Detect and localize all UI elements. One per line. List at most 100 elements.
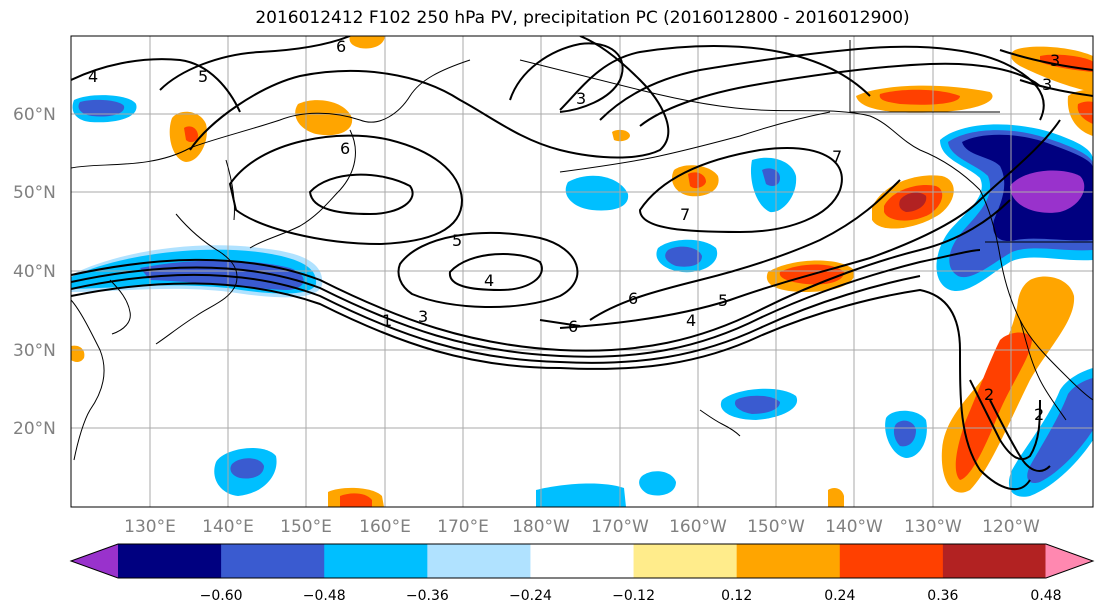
contour-label: 5 xyxy=(452,231,462,250)
coastlines xyxy=(71,40,1093,461)
precip-blob xyxy=(665,246,702,267)
coastline-japan xyxy=(155,213,238,345)
west-contour-5 xyxy=(539,319,581,327)
contour-inner-south xyxy=(559,119,1061,329)
precip-blob xyxy=(893,420,916,447)
chart-title: 2016012412 F102 250 hPa PV, precipitatio… xyxy=(255,8,910,28)
lon-label: 150°E xyxy=(280,517,332,537)
coastline-baja xyxy=(1019,319,1067,421)
contour-label: 6 xyxy=(628,289,638,308)
jet-contour-1 xyxy=(71,199,1011,352)
lon-label: 160°W xyxy=(669,517,727,537)
colorbar-segment xyxy=(221,544,325,578)
precip-blob xyxy=(349,36,385,49)
colorbar-segment xyxy=(839,544,944,578)
north-contour-7 xyxy=(639,62,1041,127)
colorbar-segment xyxy=(71,544,119,578)
lon-label: 170°W xyxy=(591,517,649,537)
colorbar-outline xyxy=(69,543,1095,579)
contour-label: 3 xyxy=(1050,51,1060,70)
precip-blob xyxy=(340,493,372,507)
precip-blob xyxy=(612,129,630,142)
colorbar-segment xyxy=(324,544,428,578)
north-contour-1 xyxy=(71,58,241,113)
colorbar-tick-label: −0.36 xyxy=(406,588,449,601)
mexico-contour-2 xyxy=(989,399,1051,472)
lat-label: 40°N xyxy=(13,262,56,282)
colorbar xyxy=(69,543,1095,579)
coastline-china xyxy=(71,299,105,461)
contour-label: 4 xyxy=(88,67,98,86)
contour-label: 3 xyxy=(576,89,586,108)
coastline-kamchatka xyxy=(249,129,356,249)
colorbar-segment xyxy=(427,544,532,578)
coastline-hawaii xyxy=(699,409,741,437)
colorbar-segment xyxy=(633,544,738,578)
contour-label: 6 xyxy=(568,317,578,336)
contour-label: 5 xyxy=(198,67,208,86)
coastline-alaska xyxy=(519,59,981,191)
lat-label: 30°N xyxy=(13,341,56,361)
precip-blob xyxy=(879,89,960,105)
lat-label: 20°N xyxy=(13,419,56,439)
colorbar-tick-label: −0.48 xyxy=(303,588,346,601)
closed-contour-2 xyxy=(228,134,464,246)
colorbar-tick-label: −0.60 xyxy=(200,588,243,601)
pv-contours xyxy=(71,36,1093,490)
contour-label: 3 xyxy=(418,307,428,326)
contour-label: 2 xyxy=(984,385,994,404)
closed-contour-4 xyxy=(448,253,543,292)
contour-label: 6 xyxy=(340,139,350,158)
contour-6-east xyxy=(589,179,901,321)
precip-blob xyxy=(230,458,264,479)
lon-label: 130°E xyxy=(124,517,176,537)
colorbar-tick-label: 0.12 xyxy=(721,588,752,601)
ne-contour-3b xyxy=(1019,79,1093,97)
colorbar-tick-label: −0.24 xyxy=(509,588,552,601)
precip-blob xyxy=(639,471,676,496)
mexico-contour-1 xyxy=(969,379,1041,461)
precip-blob xyxy=(184,126,198,143)
contour-labels: 4 5 6 6 3 7 7 5 4 6 6 4 5 1 3 3 3 2 2 xyxy=(88,37,1060,424)
north-contour-2 xyxy=(159,36,351,91)
colorbar-segment xyxy=(1045,544,1093,578)
colorbar-tick-label: 0.48 xyxy=(1030,588,1061,601)
jet-contour-2 xyxy=(71,249,981,358)
precip-blob xyxy=(536,483,626,507)
precip-blob xyxy=(828,488,844,507)
jet-contour-4 xyxy=(71,282,1031,490)
lon-label: 130°W xyxy=(904,517,962,537)
precip-blob xyxy=(1077,101,1093,124)
colorbar-segment xyxy=(736,544,841,578)
precip-blob xyxy=(78,99,125,117)
latitude-labels: 60°N 50°N 40°N 30°N 20°N xyxy=(13,105,56,439)
colorbar-segment xyxy=(118,544,222,578)
contour-label: 7 xyxy=(680,205,690,224)
contour-label: 7 xyxy=(832,147,842,166)
lat-label: 60°N xyxy=(13,105,56,125)
precipitation-shading xyxy=(71,36,1093,507)
colorbar-ticks: −0.60 −0.48 −0.36 −0.24 −0.12 0.12 0.24 0.36 0.4… xyxy=(200,588,1062,601)
contour-label: 4 xyxy=(686,311,696,330)
lon-label: 180°W xyxy=(512,517,570,537)
contour-label: 2 xyxy=(1034,405,1044,424)
closed-contour-3 xyxy=(397,232,579,309)
colorbar-tick-label: 0.24 xyxy=(824,588,855,601)
precip-blob xyxy=(295,100,353,136)
ne-contour-3 xyxy=(999,49,1093,71)
precip-blob xyxy=(1027,378,1093,484)
coastline-asia xyxy=(71,59,471,169)
north-contour-5 xyxy=(559,45,871,111)
border-canada xyxy=(849,40,1000,113)
jet-contour-3 xyxy=(71,273,921,364)
contour-label: 1 xyxy=(382,311,392,330)
contour-label: 4 xyxy=(484,271,494,290)
contour-7-loop xyxy=(638,147,843,234)
map-frame xyxy=(70,35,1094,508)
closed-contour-1 xyxy=(308,173,414,216)
precip-blob xyxy=(565,175,629,211)
colorbar-tick-label: −0.12 xyxy=(612,588,655,601)
lat-label: 50°N xyxy=(13,183,56,203)
contour-label: 6 xyxy=(336,37,346,56)
